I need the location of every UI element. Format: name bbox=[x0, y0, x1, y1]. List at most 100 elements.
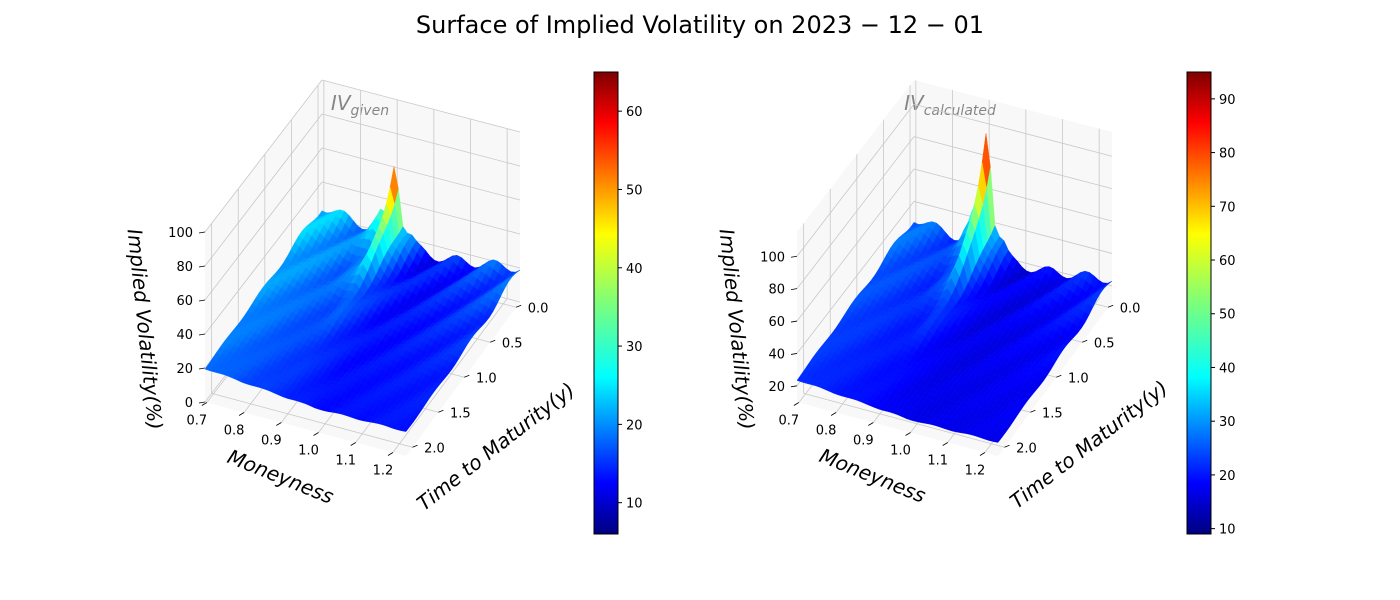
colorbar-tick-label: 90 bbox=[1219, 93, 1236, 108]
surface bbox=[796, 133, 1113, 443]
y-tick-label: 0.0 bbox=[528, 301, 549, 316]
grid-line bbox=[321, 113, 521, 167]
x-tick-label: 0.9 bbox=[261, 434, 282, 449]
z-tick-label: 80 bbox=[768, 283, 785, 298]
z-tick-mark bbox=[198, 401, 206, 404]
surface bbox=[204, 166, 521, 432]
y-tick-mark bbox=[412, 444, 418, 448]
x-axis-label: Moneyness bbox=[224, 444, 337, 508]
grid-line bbox=[204, 181, 323, 335]
z-tick-label: 100 bbox=[760, 250, 785, 265]
grid-line bbox=[204, 79, 323, 233]
colorbar bbox=[593, 71, 619, 535]
x-tick-mark bbox=[276, 422, 282, 426]
y-tick-mark bbox=[1056, 374, 1062, 378]
grid-line bbox=[204, 113, 323, 267]
z-tick-mark bbox=[790, 288, 798, 291]
colorbar-tick-label: 80 bbox=[1219, 147, 1236, 162]
colorbar-tick-label: 50 bbox=[626, 183, 643, 198]
x-tick-label: 1.1 bbox=[335, 454, 356, 469]
colorbar-tick-label: 20 bbox=[626, 418, 643, 433]
grid-line bbox=[796, 104, 915, 257]
x-tick-label: 0.7 bbox=[187, 414, 208, 429]
colorbar-tick-label: 10 bbox=[626, 497, 643, 512]
grid-line bbox=[913, 201, 1113, 254]
y-tick-mark bbox=[1082, 339, 1088, 343]
grid-line bbox=[321, 147, 521, 201]
z-tick-label: 40 bbox=[176, 328, 193, 343]
y-tick-label: 0.5 bbox=[502, 336, 523, 351]
colorbar-ticks: 10 20 30 40 50 60 70 80 90 bbox=[1211, 93, 1236, 538]
z-axis-label: Implied Volatility(%) bbox=[122, 228, 167, 431]
z-tick-mark bbox=[790, 320, 798, 323]
colorbar-tick-label: 10 bbox=[1219, 523, 1236, 538]
x-tick-label: 1.2 bbox=[965, 464, 986, 479]
panel-iv-calculated: IVcalculated 0.70.80.91.01.11.20.00.51.0… bbox=[714, 71, 1236, 538]
x-tick-label: 1.2 bbox=[373, 464, 394, 479]
colorbar-tick-label: 30 bbox=[626, 340, 643, 355]
surface-cell bbox=[401, 425, 411, 432]
x-tick-mark bbox=[979, 452, 986, 456]
grid-line bbox=[803, 392, 1005, 448]
colorbar-tick-label: 60 bbox=[1219, 254, 1236, 269]
x-axis-label: Moneyness bbox=[816, 443, 929, 507]
x-tick-mark bbox=[942, 442, 948, 446]
x-tick-mark bbox=[201, 402, 208, 406]
z-tick-mark bbox=[198, 333, 206, 336]
x-tick-mark bbox=[830, 412, 837, 416]
colorbar-tick-label: 70 bbox=[1219, 200, 1236, 215]
x-tick-label: 0.8 bbox=[224, 424, 245, 439]
z-tick-mark bbox=[198, 299, 206, 302]
colorbar-tick-label: 40 bbox=[1219, 361, 1236, 376]
grid-line bbox=[913, 136, 1113, 190]
z-tick-mark bbox=[198, 231, 206, 234]
z-tick-label: 20 bbox=[176, 362, 193, 377]
y-tick-mark bbox=[515, 304, 522, 308]
grid-line bbox=[321, 79, 521, 133]
z-tick-mark bbox=[790, 385, 798, 388]
y-tick-mark bbox=[1004, 444, 1010, 448]
grid-line bbox=[211, 392, 413, 448]
grid-line bbox=[913, 168, 1113, 222]
colorbar-tick-label: 60 bbox=[626, 105, 643, 120]
x-tick-label: 0.8 bbox=[816, 424, 837, 439]
z-tick-label: 0 bbox=[185, 396, 193, 411]
z-tick-label: 100 bbox=[168, 226, 193, 241]
z-tick-label: 60 bbox=[176, 294, 193, 309]
y-tick-mark bbox=[490, 339, 496, 343]
z-tick-mark bbox=[790, 353, 798, 355]
x-tick-label: 1.1 bbox=[927, 454, 948, 469]
x-tick-label: 0.7 bbox=[779, 414, 800, 429]
z-tick-mark bbox=[198, 265, 206, 268]
grid-line bbox=[204, 147, 323, 301]
y-tick-mark bbox=[464, 374, 470, 378]
axes-3d: 0.7 0.8 0.9 1.0 1.1 1.2 0.0 0.5 1.0 1.5 2.0 0 20 40 60… bbox=[168, 79, 549, 479]
grid-line bbox=[392, 298, 508, 453]
y-tick-mark bbox=[1030, 409, 1036, 413]
z-tick-label: 40 bbox=[768, 347, 785, 362]
y-tick-label: 1.0 bbox=[476, 371, 497, 386]
side-pane bbox=[797, 80, 914, 402]
y-tick-mark bbox=[1107, 304, 1114, 308]
x-tick-label: 1.0 bbox=[298, 444, 319, 459]
colorbar bbox=[1186, 71, 1212, 535]
axes-3d: 0.7 0.8 0.9 1.0 1.1 1.2 0.0 0.5 1.0 1.5 2.0 20 40 60 8… bbox=[760, 80, 1140, 479]
y-tick-label: 2.0 bbox=[1016, 441, 1037, 456]
x-tick-mark bbox=[313, 432, 319, 436]
x-tick-mark bbox=[350, 442, 356, 446]
colorbar-tick-label: 40 bbox=[626, 262, 643, 277]
y-tick-label: 2.0 bbox=[424, 441, 445, 456]
colorbar-tick-label: 50 bbox=[1219, 308, 1236, 323]
colorbar-tick-label: 20 bbox=[1219, 469, 1236, 484]
grid-line bbox=[796, 136, 915, 289]
grid-line bbox=[796, 201, 915, 354]
x-tick-mark bbox=[905, 432, 911, 436]
x-tick-mark bbox=[868, 422, 874, 426]
grid-line bbox=[796, 168, 915, 322]
surface-cell bbox=[993, 436, 1003, 443]
z-tick-label: 20 bbox=[768, 380, 785, 395]
y-tick-label: 1.5 bbox=[450, 406, 471, 421]
y-tick-label: 1.5 bbox=[1042, 406, 1063, 421]
z-tick-label: 80 bbox=[176, 260, 193, 275]
